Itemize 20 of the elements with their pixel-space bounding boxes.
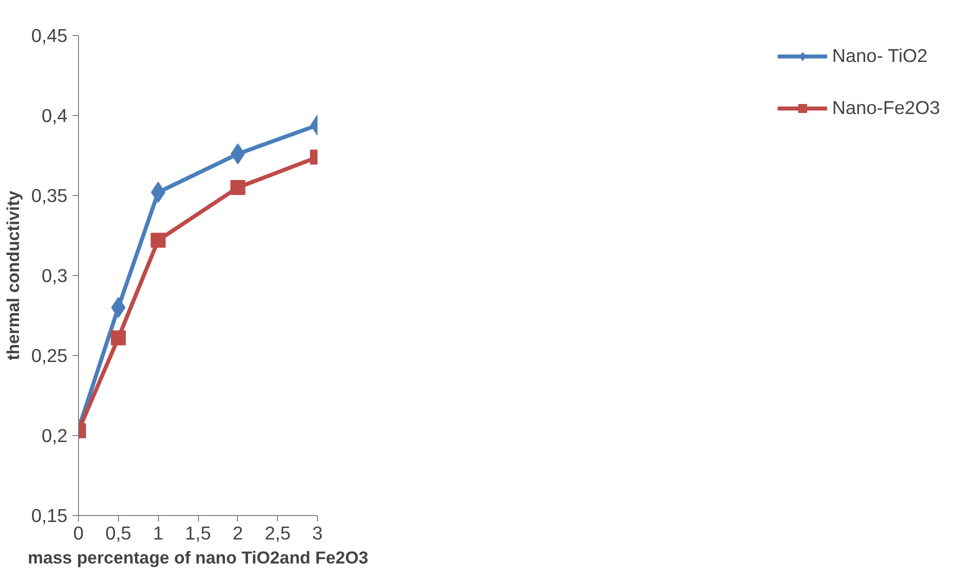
y-tick-label: 0,3 (42, 265, 68, 286)
point (150, 232, 166, 248)
y-tick-label: 0,4 (42, 105, 68, 126)
x-tick-label: 1,5 (185, 522, 211, 544)
x-tick-label: 2 (232, 522, 244, 544)
y-tick-label: 0,35 (31, 185, 68, 206)
x-axis-title: mass percentage of nano TiO2and Fe2O3 (28, 548, 369, 568)
y-axis-title: thermal conductivity (3, 190, 24, 360)
x-tick-label: 3 (312, 522, 323, 544)
y-tick-label: 0,45 (31, 25, 68, 46)
point (110, 330, 126, 346)
y-tick-label: 0,25 (31, 345, 68, 366)
x-tick-label: 1 (152, 522, 164, 544)
y-tick-label: 0,15 (31, 505, 68, 526)
x-tick-label: 2,5 (264, 522, 291, 544)
x-tick-label: 0,5 (105, 522, 132, 544)
legend-label: Nano- TiO2 (832, 45, 928, 67)
y-tick-label: 0,2 (42, 425, 68, 446)
x-tick-label: 0 (73, 522, 84, 544)
legend-label: Nano-Fe2O3 (832, 97, 940, 119)
